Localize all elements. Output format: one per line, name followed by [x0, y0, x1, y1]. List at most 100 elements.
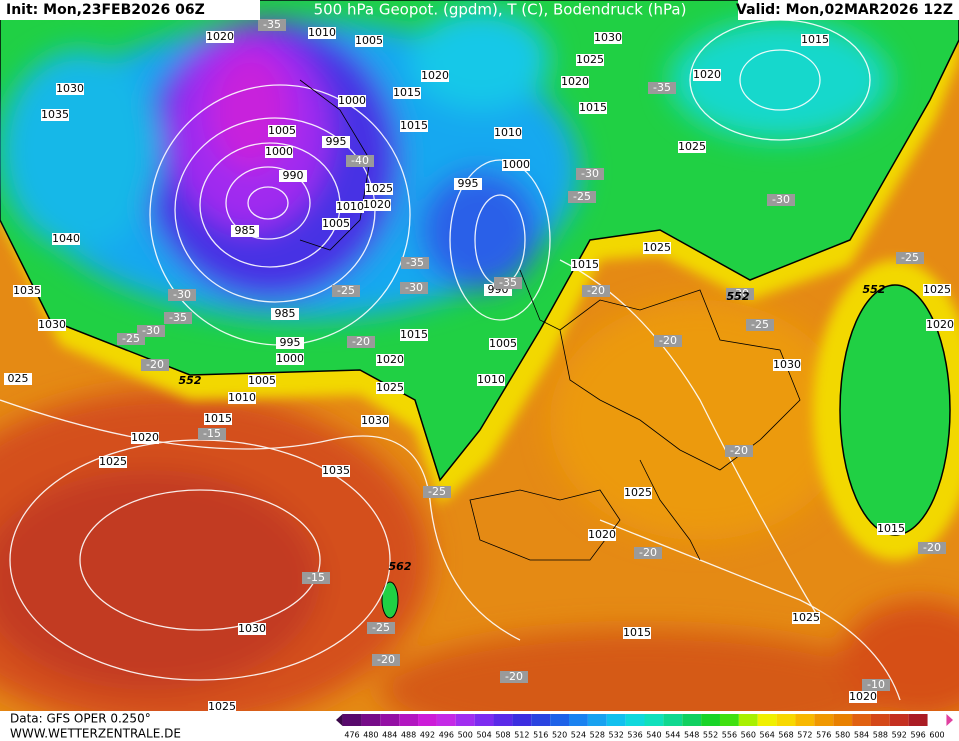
colorbar-swatch	[550, 714, 570, 726]
colorbar-label: 508	[495, 731, 510, 740]
colorbar-label: 512	[514, 731, 529, 740]
temperature-label: -20	[639, 546, 657, 559]
colorbar-label: 536	[627, 731, 642, 740]
isobar-label-bg	[308, 27, 336, 39]
temperature-label-bg	[164, 312, 192, 324]
isobar-label-bg	[494, 127, 522, 139]
isobar-label-bg	[877, 523, 905, 535]
colorbar-arrow	[946, 714, 953, 726]
colorbar-swatch	[833, 714, 853, 726]
temperature-label: -25	[122, 332, 140, 345]
isobar-label: 1025	[365, 182, 393, 195]
temperature-label-bg	[117, 333, 145, 345]
temperature-label-bg	[346, 155, 374, 167]
colorbar-label: 480	[363, 731, 378, 740]
colorbar-label: 552	[703, 731, 718, 740]
colorbar-swatch	[380, 714, 400, 726]
isobar-label-bg	[923, 284, 951, 296]
isobar-label-bg	[489, 338, 517, 350]
temperature-label: -25	[901, 251, 919, 264]
colorbar-label: 484	[382, 731, 397, 740]
temperature-label: -35	[653, 81, 671, 94]
isobar-label: 1015	[400, 328, 428, 341]
isobar-label: 1020	[421, 69, 449, 82]
temperature-label-bg	[372, 654, 400, 666]
isobar-label-bg	[623, 627, 651, 639]
map-title: 500 hPa Geopot. (gpdm), T (C), Bodendruc…	[314, 1, 687, 19]
isobar-label: 1025	[678, 140, 706, 153]
valid-time: Valid: Mon,02MAR2026 12Z	[736, 2, 953, 18]
temperature-label: -25	[337, 284, 355, 297]
isobar-label: 1030	[361, 414, 389, 427]
colorbar-label: 544	[665, 731, 680, 740]
temperature-label: -40	[351, 154, 369, 167]
isobar-label-bg	[773, 359, 801, 371]
isobar-label: 1020	[206, 30, 234, 43]
temperature-label: -30	[142, 324, 160, 337]
isobar-label-bg	[338, 95, 366, 107]
geopotential-label: 552	[179, 374, 202, 387]
temperature-label: -15	[307, 571, 325, 584]
isobar-label: 1005	[248, 374, 276, 387]
temperature-label-bg	[634, 547, 662, 559]
temperature-label-bg	[258, 19, 286, 31]
temperature-label: -30	[731, 287, 749, 300]
isobar-label-bg	[276, 353, 304, 365]
isobar-label-bg	[454, 178, 482, 190]
isobar-label-bg	[926, 319, 954, 331]
temperature-label-bg	[367, 622, 395, 634]
isobar-label-bg	[56, 83, 84, 95]
isobar-label-bg	[502, 159, 530, 171]
colorbar-swatch	[908, 714, 928, 726]
isobar-label-bg	[365, 183, 393, 195]
temperature-label-bg	[494, 277, 522, 289]
isobar-label-bg	[268, 125, 296, 137]
temperature-label-bg	[141, 359, 169, 371]
colorbar-label: 516	[533, 731, 548, 740]
isobar-label: 1000	[338, 94, 366, 107]
isobar-label: 1020	[588, 528, 616, 541]
isobar-label-bg	[678, 141, 706, 153]
colorbar-swatch	[757, 714, 777, 726]
isobar-label-bg	[131, 432, 159, 444]
colorbar-swatch	[889, 714, 909, 726]
isobar-label: 1000	[276, 352, 304, 365]
temperature-label: -35	[499, 276, 517, 289]
colorbar-swatch	[701, 714, 720, 726]
temperature-label-bg	[401, 257, 429, 269]
colorbar-swatch	[436, 714, 456, 726]
isobar-label-bg	[477, 374, 505, 386]
temperature-label: -25	[751, 318, 769, 331]
colorbar-swatch	[455, 714, 475, 726]
isobar-label: 1000	[502, 158, 530, 171]
isobar-label-bg	[4, 373, 32, 385]
isobar-label: 1000	[265, 145, 293, 158]
isobar-label: 1020	[693, 68, 721, 81]
isobar-label: 1015	[579, 101, 607, 114]
colorbar-label: 524	[571, 731, 586, 740]
temperature-label: -20	[923, 541, 941, 554]
colorbar-swatch	[870, 714, 890, 726]
colorbar-swatch	[625, 714, 645, 726]
colorbar-swatch	[776, 714, 796, 726]
isobar-label: 1025	[923, 283, 951, 296]
isobar-label: 1025	[99, 455, 127, 468]
temperature-label-bg	[576, 168, 604, 180]
colorbar-label: 492	[420, 731, 435, 740]
isobar-label-bg	[361, 415, 389, 427]
colorbar-label: 520	[552, 731, 567, 740]
isobar-label: 1020	[376, 353, 404, 366]
colorbar-swatch	[587, 714, 607, 726]
colorbar-swatch	[493, 714, 513, 726]
isobar-label-bg	[801, 34, 829, 46]
isobar-label: 1015	[571, 258, 599, 271]
temperature-label: -20	[146, 358, 164, 371]
colorbar-swatch	[814, 714, 834, 726]
temperature-label-bg	[726, 288, 754, 300]
isobar-label-bg	[561, 76, 589, 88]
isobar-label: 1005	[268, 124, 296, 137]
geopotential-label: 552	[727, 290, 750, 303]
colorbar-arrow	[336, 714, 343, 726]
colorbar-swatch	[342, 714, 362, 726]
temperature-label: -35	[169, 311, 187, 324]
